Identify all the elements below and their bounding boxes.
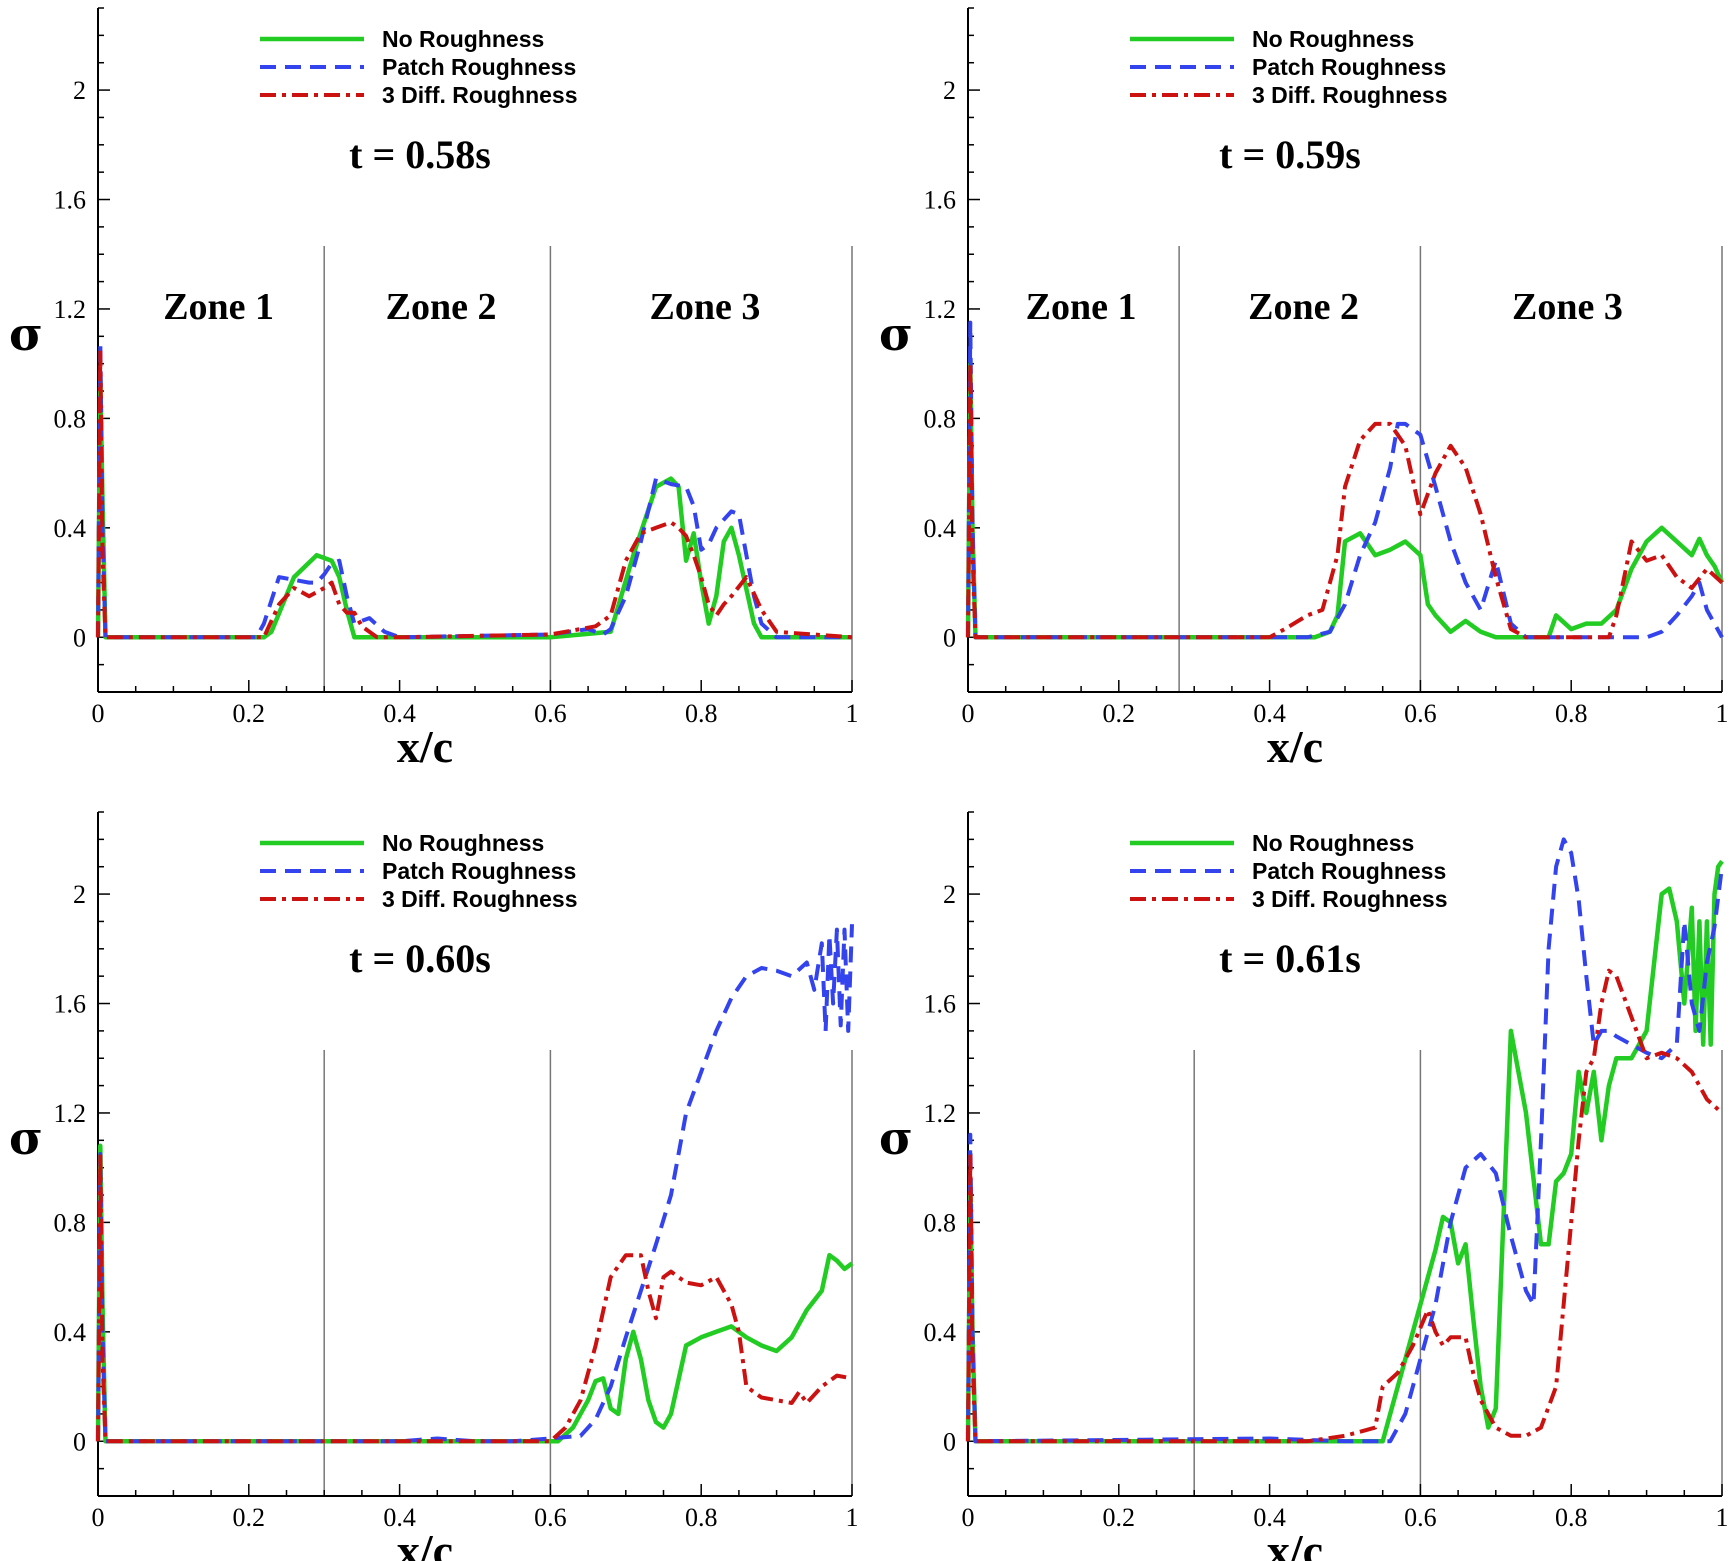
x-tick-label: 0.4 [383, 1503, 416, 1532]
y-axis-title: σ [9, 307, 43, 361]
x-tick-label: 0.2 [1103, 699, 1136, 728]
chart-panel-3: 0 0.4 0.8 1.2 1.6 2 0 0.2 0.4 0.6 0.8 1 x/c σ t = 0.60… [9, 811, 859, 1561]
x-tick-label: 0 [962, 699, 975, 728]
zone-label: Zone 1 [163, 286, 274, 328]
x-tick-label: 1 [846, 1503, 859, 1532]
legend-label: 3 Diff. Roughness [1252, 886, 1448, 912]
y-tick-label: 0 [73, 1427, 86, 1456]
x-tick-label: 0.8 [1555, 699, 1588, 728]
y-tick-label: 1.6 [54, 186, 87, 215]
y-tick-label: 0.4 [924, 1318, 957, 1347]
legend-label: No Roughness [1252, 26, 1414, 52]
y-tick-label: 2 [943, 76, 956, 105]
x-tick-label: 0.2 [1103, 1503, 1136, 1532]
x-tick-label: 0 [92, 1503, 105, 1532]
x-tick-label: 1 [846, 699, 859, 728]
y-tick-label: 2 [73, 880, 86, 909]
y-tick-label: 0.8 [54, 1208, 87, 1237]
x-tick-label: 0.6 [534, 699, 567, 728]
y-axis-title: σ [879, 307, 913, 361]
x-tick-label: 1 [1716, 699, 1729, 728]
chart-panel-1: 0 0.4 0.8 1.2 1.6 2 0 0.2 0.4 0.6 0.8 1 x/c σ t = 0.58… [9, 7, 859, 772]
y-tick-label: 0 [943, 1427, 956, 1456]
x-axis-title: x/c [397, 721, 453, 772]
chart-panel-4: 0 0.4 0.8 1.2 1.6 2 0 0.2 0.4 0.6 0.8 1 x/c σ t = 0.61… [879, 811, 1729, 1561]
series-line-no-roughness [95, 1143, 854, 1444]
legend-label: No Roughness [382, 830, 544, 856]
x-tick-label: 0.8 [685, 699, 718, 728]
y-tick-label: 2 [943, 880, 956, 909]
x-tick-label: 0.2 [233, 699, 266, 728]
x-tick-label: 0 [92, 699, 105, 728]
y-axis-title: σ [879, 1111, 913, 1165]
time-label: t = 0.58s [349, 132, 491, 177]
series-line-3-diff-roughness [96, 348, 853, 640]
x-tick-label: 0 [962, 1503, 975, 1532]
legend-label: Patch Roughness [382, 54, 576, 80]
series-line-patch-roughness [966, 320, 1724, 640]
series-line-patch-roughness [96, 924, 854, 1444]
x-tick-label: 0.4 [383, 699, 416, 728]
series-line-3-diff-roughness [966, 361, 1724, 640]
series-line-no-roughness [965, 859, 1724, 1444]
time-label: t = 0.61s [1219, 936, 1361, 981]
zone-label: Zone 2 [386, 286, 497, 328]
y-tick-label: 2 [73, 76, 86, 105]
y-tick-label: 1.2 [54, 1099, 87, 1128]
zone-label: Zone 2 [1248, 286, 1359, 328]
y-tick-label: 1.2 [54, 295, 87, 324]
legend-label: Patch Roughness [382, 858, 576, 884]
y-tick-label: 0.8 [924, 1208, 957, 1237]
y-tick-label: 1.6 [54, 990, 87, 1019]
y-tick-label: 1.6 [924, 990, 957, 1019]
series-line-no-roughness [95, 375, 852, 640]
y-tick-label: 0.4 [54, 1318, 87, 1347]
legend-label: 3 Diff. Roughness [1252, 82, 1448, 108]
x-axis-title: x/c [1267, 721, 1323, 772]
legend-label: No Roughness [1252, 830, 1414, 856]
y-tick-label: 1.2 [924, 295, 957, 324]
x-tick-label: 0.4 [1253, 699, 1286, 728]
legend-label: 3 Diff. Roughness [382, 886, 578, 912]
legend-label: Patch Roughness [1252, 858, 1446, 884]
series-line-3-diff-roughness [966, 968, 1724, 1444]
x-tick-label: 0.8 [1555, 1503, 1588, 1532]
y-axis-title: σ [9, 1111, 43, 1165]
x-tick-label: 1 [1716, 1503, 1729, 1532]
zone-label: Zone 3 [650, 286, 761, 328]
y-tick-label: 0.4 [54, 514, 87, 543]
y-tick-label: 0.8 [924, 404, 957, 433]
time-label: t = 0.60s [349, 936, 491, 981]
series-line-3-diff-roughness [96, 1152, 853, 1444]
time-label: t = 0.59s [1219, 132, 1361, 177]
x-axis-title: x/c [397, 1525, 453, 1561]
x-tick-label: 0.6 [534, 1503, 567, 1532]
legend-label: No Roughness [382, 26, 544, 52]
y-tick-label: 1.6 [924, 186, 957, 215]
series-line-patch-roughness [96, 339, 852, 640]
y-tick-label: 0.4 [924, 514, 957, 543]
y-tick-label: 0.8 [54, 404, 87, 433]
series-line-patch-roughness [966, 837, 1724, 1444]
x-tick-label: 0.8 [685, 1503, 718, 1532]
x-tick-label: 0.6 [1404, 1503, 1437, 1532]
legend-label: Patch Roughness [1252, 54, 1446, 80]
legend-label: 3 Diff. Roughness [382, 82, 578, 108]
zone-label: Zone 1 [1026, 286, 1137, 328]
y-tick-label: 1.2 [924, 1099, 957, 1128]
y-tick-label: 0 [73, 623, 86, 652]
x-tick-label: 0.2 [233, 1503, 266, 1532]
x-tick-label: 0.6 [1404, 699, 1437, 728]
x-axis-title: x/c [1267, 1525, 1323, 1561]
x-tick-label: 0.4 [1253, 1503, 1286, 1532]
zone-label: Zone 3 [1512, 286, 1623, 328]
series-line-no-roughness [965, 361, 1725, 640]
y-tick-label: 0 [943, 623, 956, 652]
chart-panel-2: 0 0.4 0.8 1.2 1.6 2 0 0.2 0.4 0.6 0.8 1 x/c σ t = 0.59… [879, 7, 1729, 772]
